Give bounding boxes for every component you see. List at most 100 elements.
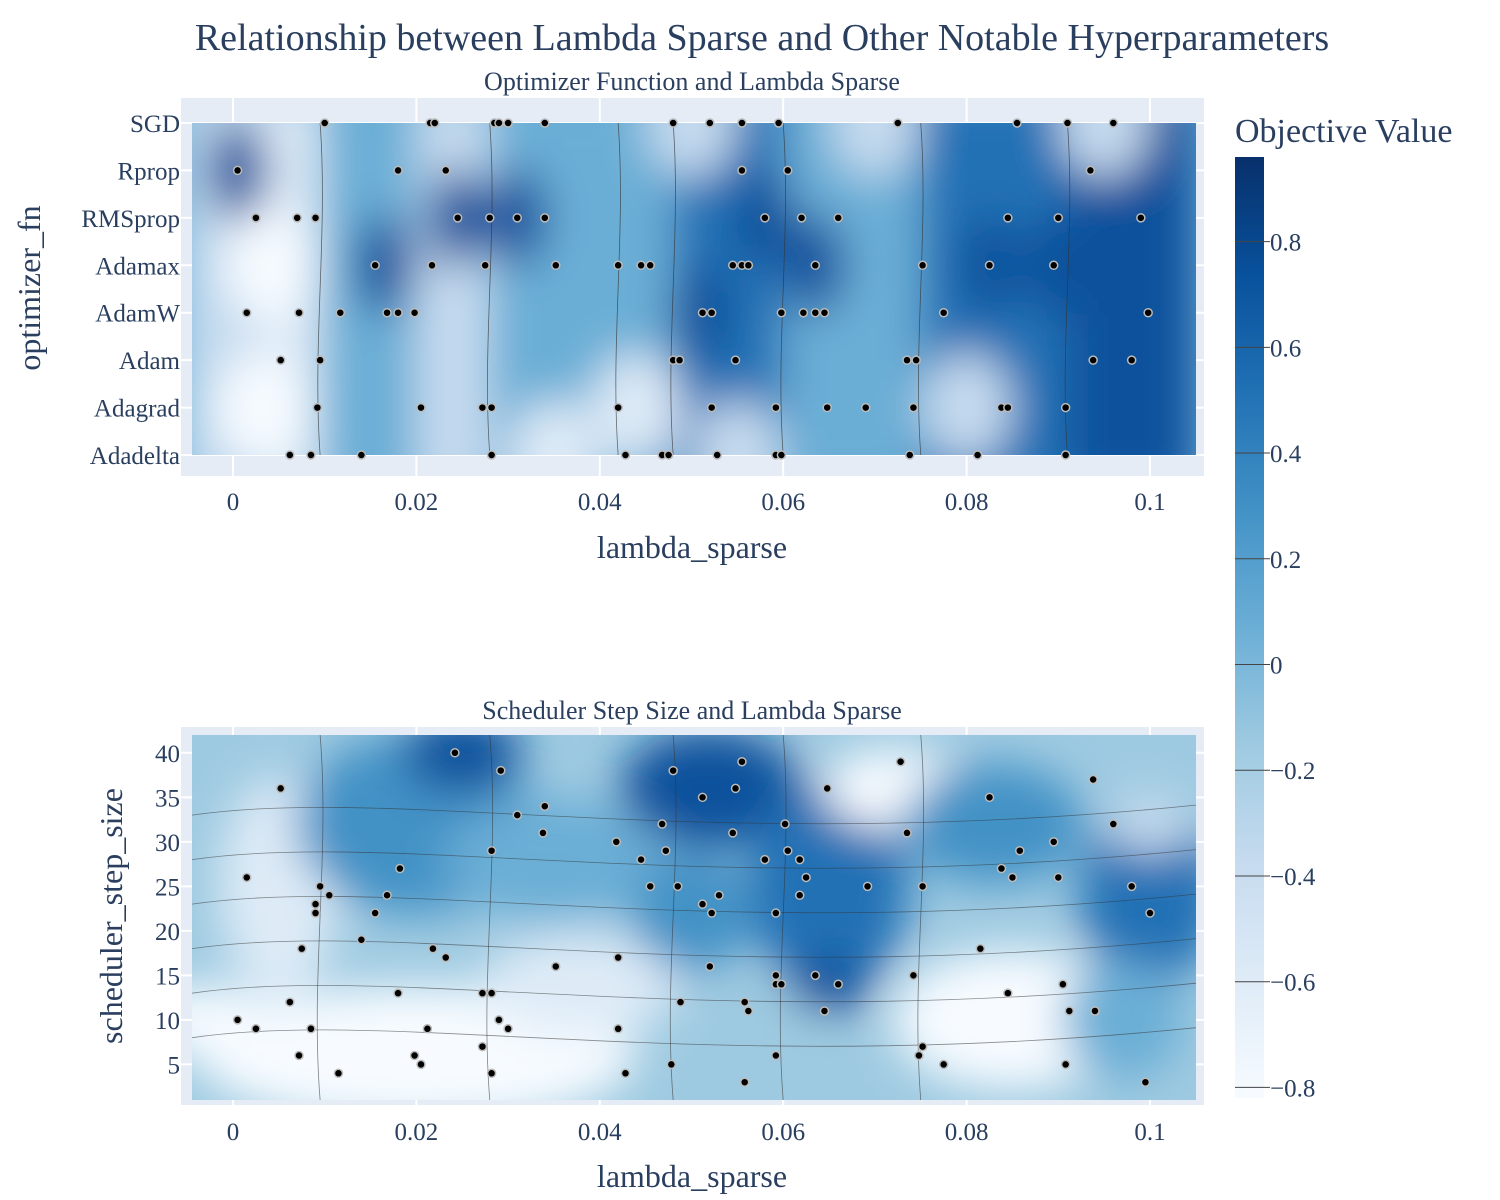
top-y-ticks: Adadelta Adagrad Adam AdamW Adamax RMSprop Rpr… [81,111,180,470]
heatmap-dark-region [1120,310,1180,411]
trial-point [794,890,805,900]
trial-point [382,890,392,900]
trial-point [911,355,921,365]
trial-point [697,899,708,909]
trial-point [796,213,807,223]
trial-point [370,260,380,271]
trial-point [486,845,497,856]
trial-point [312,402,323,413]
trial-point [1088,355,1098,365]
heatmap-light-region [692,400,783,455]
trial-point [428,943,438,954]
trial-point [275,783,286,794]
trial-point [743,260,754,271]
trial-point [705,961,715,972]
trial-point [776,450,787,460]
heatmap-region [789,954,870,1015]
trial-point [697,307,708,318]
heatmap-region [631,853,752,974]
trial-point [485,213,495,223]
y-tick-label: 10 [155,1008,180,1035]
trial-point [1003,213,1013,223]
bottom-x-ticks: 0 0.02 0.04 0.06 0.08 0.1 [227,1119,1166,1146]
trial-point [668,765,678,776]
trial-point [914,1050,924,1061]
trial-point [1085,165,1096,176]
trial-point [697,792,708,803]
trial-point [551,260,561,271]
trial-point [833,213,843,223]
y-tick-label: Rprop [118,158,181,185]
trial-point [1126,881,1137,892]
trial-point [668,118,678,128]
trial-point [1143,307,1153,318]
trial-point [714,890,724,900]
heatmap-light-region [646,123,737,178]
heatmap-light-region [215,352,306,455]
trial-point [477,988,488,998]
x-tick-label: 0.06 [761,1119,805,1146]
y-tick-label: Adamax [95,253,180,280]
trial-point [310,899,321,909]
trial-point [1140,1077,1151,1087]
trial-point [819,307,830,318]
colorbar-tick-label: 0.8 [1270,230,1301,257]
x-tick-label: 0 [227,1119,240,1146]
trial-point [450,748,460,758]
trial-point [620,450,631,460]
trial-point [917,260,928,271]
trial-point [416,1059,426,1070]
heatmap-light-region [508,400,599,455]
trial-point [335,307,346,318]
trial-point [422,1024,433,1034]
trial-point [613,260,623,271]
trial-point [904,450,915,460]
trial-point [1053,213,1064,223]
trial-point [1012,118,1022,128]
trial-point [440,165,451,176]
trial-point [540,801,550,811]
x-tick-label: 0.02 [395,489,439,516]
trial-point [636,260,646,271]
heatmap-region [481,934,682,1035]
trial-point [1053,872,1064,883]
trial-point [1003,402,1013,413]
trial-point [705,118,715,128]
trial-point [1007,872,1018,883]
trial-point [1088,774,1098,785]
y-tick-label: 30 [155,830,180,857]
trial-point [232,165,243,176]
trial-point [319,118,330,128]
trial-point [984,792,995,803]
trial-point [819,1006,830,1016]
colorbar-tick-label: 0.6 [1270,335,1301,362]
top-subplot-title: Optimizer Function and Lambda Sparse [484,67,900,96]
trial-point [1015,845,1025,856]
y-tick-label: 25 [155,874,180,901]
bottom-heatmap-fill [192,735,1196,1100]
trial-point [486,1068,497,1079]
x-tick-label: 0 [227,489,240,516]
trial-point [984,260,995,271]
trial-point [477,1041,488,1052]
trial-point [242,872,252,883]
trial-point [294,1050,304,1061]
trial-point [938,1059,949,1070]
trial-point [822,402,832,413]
trial-point [1060,1059,1071,1070]
trial-point [972,450,983,460]
trial-point [613,952,623,963]
heatmap-light-region [829,123,920,178]
y-tick-label: 15 [155,963,180,990]
trial-point [908,970,919,981]
trial-point [306,1024,316,1034]
bottom-contour-lines [192,735,1196,1100]
contour-line [669,735,677,1100]
colorbar-tick-label: −0.4 [1270,864,1316,891]
trial-point [1003,988,1013,998]
trial-point [728,260,738,271]
trial-point [636,854,646,865]
trial-point [908,402,919,413]
trial-point [370,908,380,918]
